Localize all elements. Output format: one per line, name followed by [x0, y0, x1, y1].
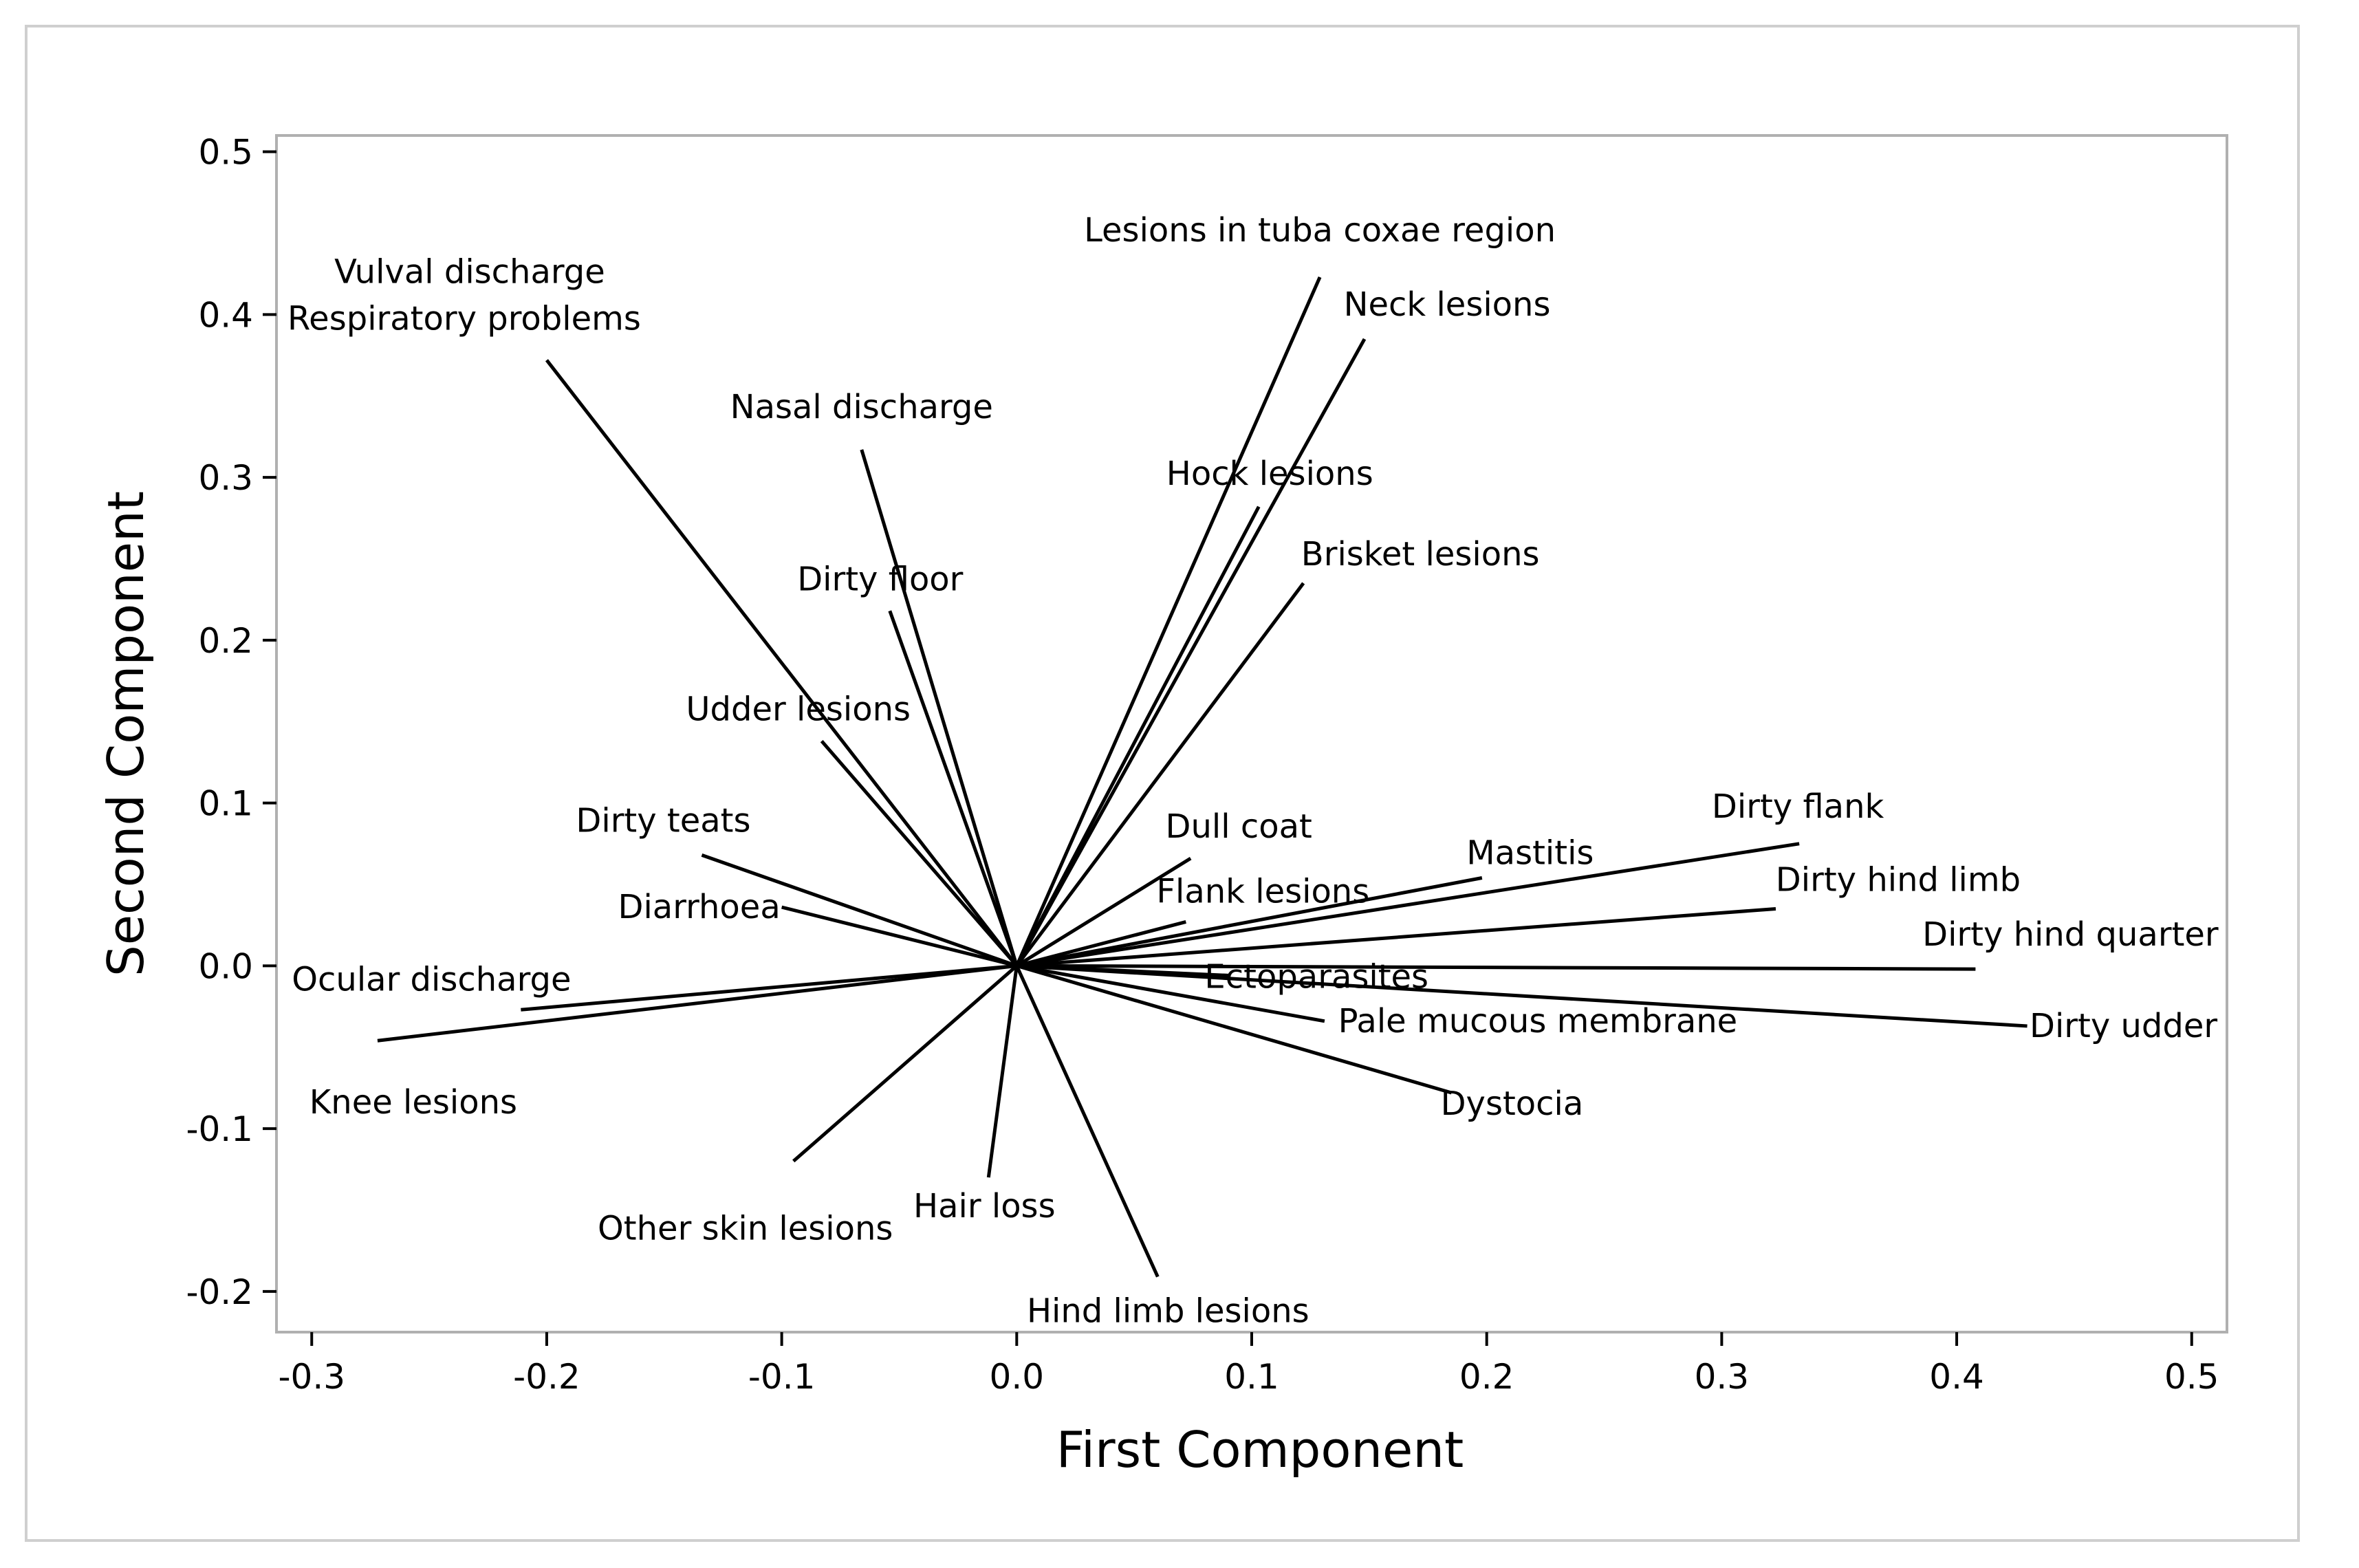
vector-line — [986, 966, 1019, 1178]
vector-line — [1016, 963, 1453, 1095]
vector-label: Flank lesions — [1156, 872, 1369, 911]
vector-line — [781, 905, 1017, 968]
vector-label: Dirty udder — [2030, 1007, 2217, 1045]
y-axis: -0.2 -0.1 0.0 0.1 0.2 0.3 0.4 0.5 — [186, 133, 276, 1312]
vector-line — [1016, 963, 1325, 1023]
vector-line — [1015, 965, 1160, 1278]
y-tick-label: 0.2 — [198, 621, 253, 661]
vector-lines — [377, 276, 2028, 1278]
vector-line — [1015, 276, 1322, 967]
vector-line — [888, 610, 1019, 967]
y-tick-label: 0.3 — [198, 458, 253, 498]
x-tick-label: -0.1 — [748, 1357, 816, 1397]
x-tick-label: -0.2 — [513, 1357, 580, 1397]
vector-label: Hock lesions — [1166, 455, 1373, 493]
vector-line — [377, 963, 1017, 1043]
vector-line — [1016, 842, 1800, 968]
x-tick-label: 0.0 — [990, 1357, 1045, 1397]
vector-line — [820, 740, 1019, 967]
figure-border — [25, 25, 2300, 1542]
x-axis: -0.3 -0.2 -0.1 0.0 0.1 0.2 0.3 0.4 0.5 — [278, 1332, 2219, 1397]
vector-line — [1015, 505, 1261, 967]
vector-label: Knee lesions — [309, 1083, 517, 1122]
vector-label: Dirty flank — [1712, 787, 1884, 826]
vector-label: Dirty floor — [797, 560, 963, 598]
x-tick-label: 0.3 — [1695, 1357, 1750, 1397]
x-tick-label: -0.3 — [278, 1357, 345, 1397]
vector-label: Vulval discharge — [334, 253, 605, 292]
y-tick-label: -0.1 — [186, 1109, 253, 1149]
vector-label: Nasal discharge — [730, 388, 993, 426]
vector-label: Mastitis — [1466, 834, 1594, 873]
vector-label: Dull coat — [1166, 807, 1312, 846]
vector-label: Other skin lesions — [598, 1209, 893, 1248]
vector-label: Dirty hind quarter — [1922, 915, 2219, 954]
vector-line — [1017, 906, 1776, 968]
vector-line — [1015, 856, 1192, 968]
x-tick-label: 0.2 — [1459, 1357, 1514, 1397]
vector-line — [521, 963, 1017, 1012]
vector-label: Lesions in tuba coxae region — [1084, 211, 1556, 250]
vector-label: Ectoparasites — [1204, 958, 1428, 997]
vector-label: Udder lesions — [686, 690, 911, 729]
y-tick-label: 0.0 — [198, 946, 253, 986]
y-tick-label: -0.2 — [186, 1272, 253, 1312]
vector-labels: Lesions in tuba coxae region Neck lesions… — [287, 211, 2219, 1331]
y-tick-label: 0.5 — [198, 133, 253, 173]
vector-label: Hair loss — [913, 1187, 1056, 1226]
vector-label: Diarrhoea — [618, 888, 781, 926]
vector-label: Dirty hind limb — [1776, 860, 2021, 899]
y-tick-label: 0.1 — [198, 784, 253, 824]
vector-line — [1015, 582, 1305, 967]
vector-line — [1017, 963, 1976, 971]
x-tick-label: 0.1 — [1224, 1357, 1279, 1397]
vector-line — [1015, 338, 1367, 967]
vector-line — [701, 853, 1018, 968]
y-tick-label: 0.4 — [198, 295, 253, 335]
vector-label: Ocular discharge — [292, 960, 571, 999]
vector-label: Pale mucous membrane — [1338, 1002, 1738, 1041]
vector-label: Dystocia — [1441, 1085, 1584, 1123]
vector-line — [545, 359, 1019, 967]
vector-line — [860, 449, 1019, 967]
x-axis-title: First Component — [1056, 1421, 1464, 1479]
vector-label: Dirty teats — [576, 801, 750, 840]
vector-line — [1017, 963, 2028, 1028]
vector-label: Respiratory problems — [287, 300, 641, 338]
vector-line — [792, 964, 1018, 1163]
y-axis-title: Second Component — [97, 491, 155, 977]
vector-label: Brisket lesions — [1301, 535, 1540, 574]
x-tick-label: 0.5 — [2164, 1357, 2219, 1397]
vector-line — [1016, 920, 1186, 968]
vector-label: Hind limb lesions — [1027, 1292, 1309, 1331]
vector-line — [1016, 876, 1483, 968]
x-tick-label: 0.4 — [1929, 1357, 1984, 1397]
vector-label: Neck lesions — [1344, 285, 1551, 324]
